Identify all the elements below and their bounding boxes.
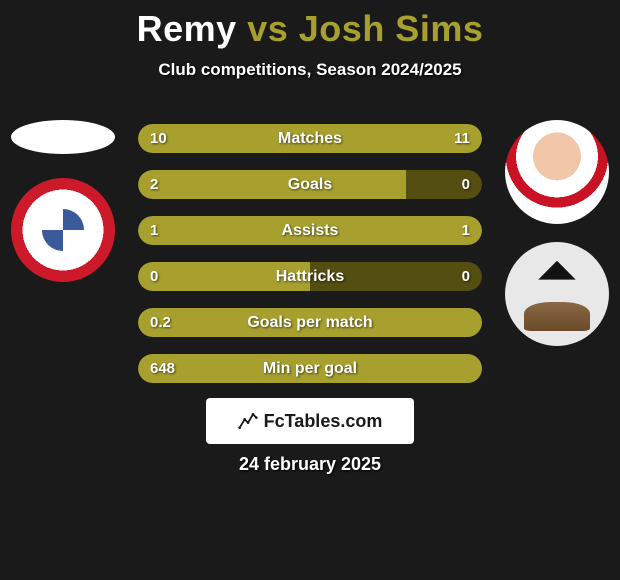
stat-value-left: 2 bbox=[150, 170, 158, 199]
stat-value-right: 1 bbox=[462, 216, 470, 245]
player2-avatar bbox=[505, 120, 609, 224]
stat-value-right: 11 bbox=[454, 124, 470, 153]
left-player-column bbox=[8, 120, 118, 300]
stat-row: Goals per match0.2 bbox=[138, 308, 482, 337]
stat-value-left: 10 bbox=[150, 124, 167, 153]
title-left-player: Remy bbox=[137, 8, 237, 49]
stat-label: Goals bbox=[138, 170, 482, 199]
brand-text: FcTables.com bbox=[264, 411, 383, 432]
stat-value-left: 0 bbox=[150, 262, 158, 291]
title-right-player: Josh Sims bbox=[299, 8, 484, 49]
subtitle: Club competitions, Season 2024/2025 bbox=[0, 60, 620, 80]
player2-club-badge bbox=[505, 242, 609, 346]
brand-icon bbox=[238, 411, 258, 431]
comparison-bars: Matches1011Goals20Assists11Hattricks00Go… bbox=[138, 124, 482, 400]
player1-avatar bbox=[11, 120, 115, 154]
stat-value-right: 0 bbox=[462, 170, 470, 199]
date: 24 february 2025 bbox=[0, 454, 620, 475]
stat-label: Assists bbox=[138, 216, 482, 245]
right-player-column bbox=[502, 120, 612, 364]
brand-badge: FcTables.com bbox=[206, 398, 414, 444]
stat-row: Hattricks0 0 bbox=[138, 262, 482, 291]
stat-label: Hattricks bbox=[138, 262, 482, 291]
title-vs: vs bbox=[247, 8, 288, 49]
stat-label: Min per goal bbox=[138, 354, 482, 383]
page-title: Remy vs Josh Sims bbox=[0, 0, 620, 50]
stat-row: Goals2 0 bbox=[138, 170, 482, 199]
stat-value-left: 1 bbox=[150, 216, 158, 245]
stat-value-left: 648 bbox=[150, 354, 175, 383]
stat-value-right: 0 bbox=[462, 262, 470, 291]
stat-value-left: 0.2 bbox=[150, 308, 171, 337]
stat-label: Matches bbox=[138, 124, 482, 153]
stat-row: Assists1 1 bbox=[138, 216, 482, 245]
stat-row: Matches10 11 bbox=[138, 124, 482, 153]
player1-club-badge bbox=[11, 178, 115, 282]
stat-row: Min per goal648 bbox=[138, 354, 482, 383]
stat-label: Goals per match bbox=[138, 308, 482, 337]
